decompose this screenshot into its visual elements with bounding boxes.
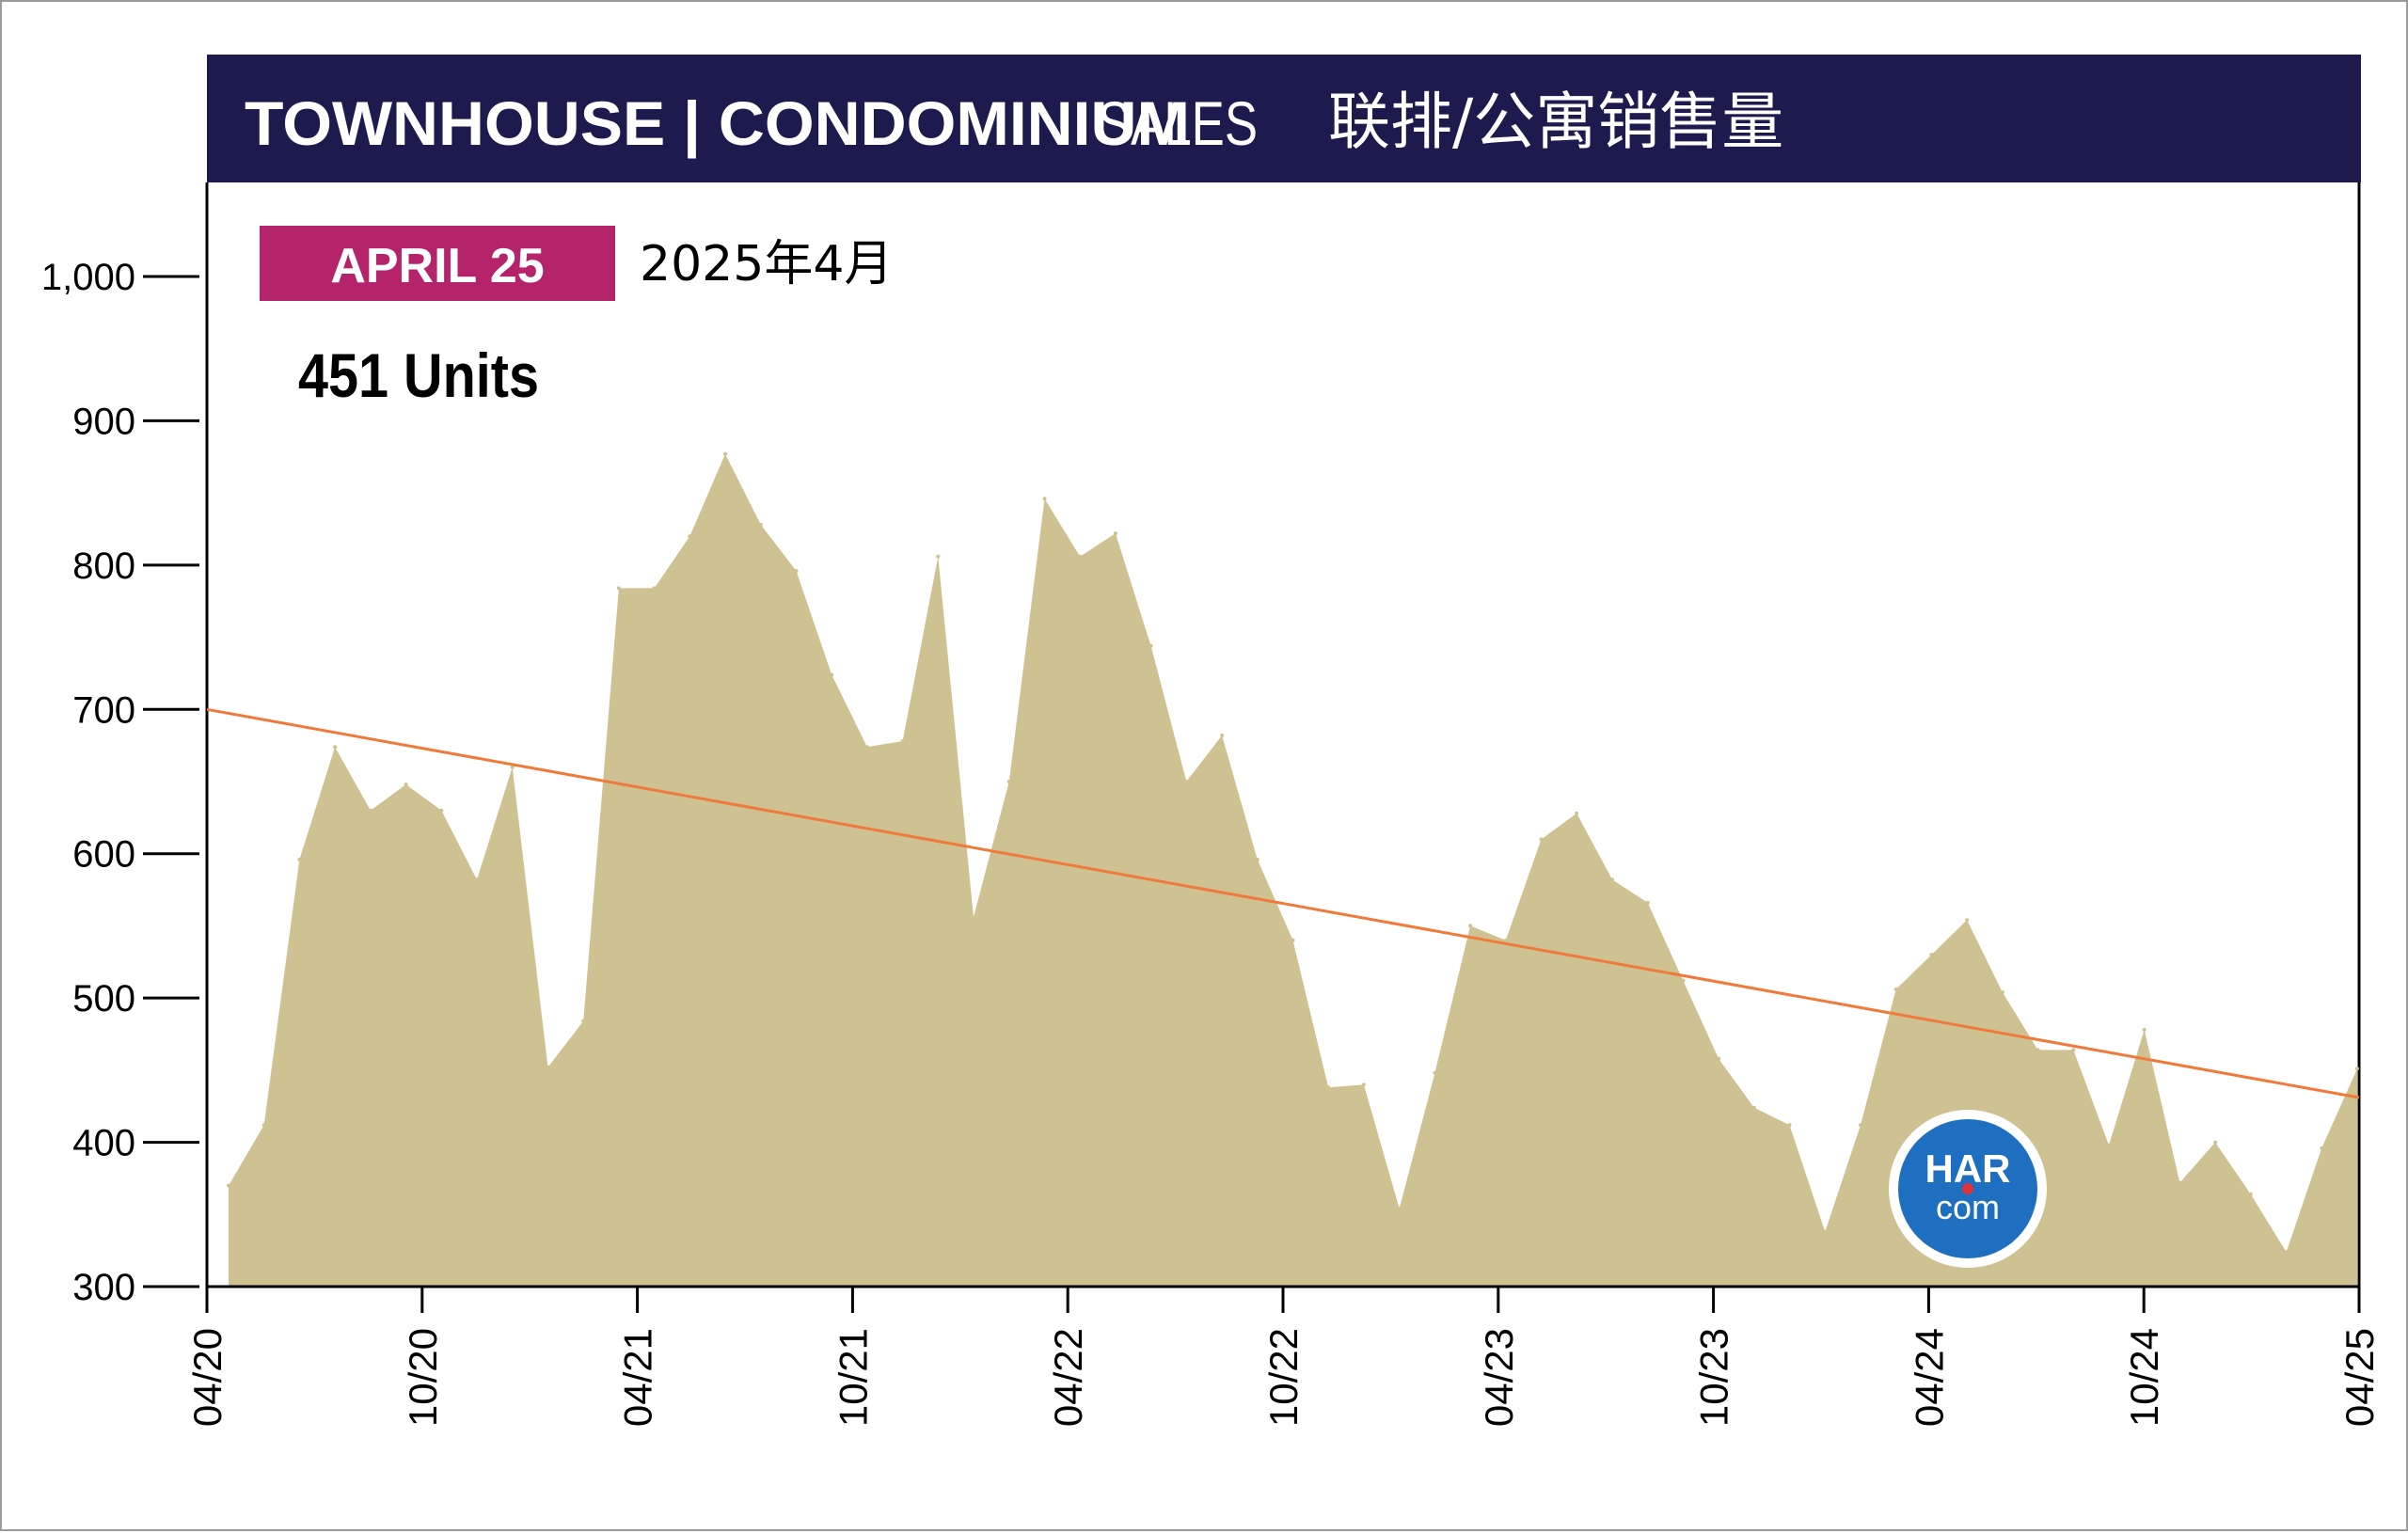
data-point [1042,497,1047,501]
data-point [864,745,869,750]
header-title-light: SALES [1098,88,1258,158]
y-tick-label: 600 [72,834,135,876]
data-point [2000,990,2004,994]
data-point [2213,1140,2218,1145]
data-point [1291,938,1295,942]
data-point [1006,780,1011,783]
data-point [2355,1067,2359,1071]
y-axis: 300 400 500 600 700 800 900 1,000 [41,257,199,1308]
x-tick-label: 04/21 [616,1328,660,1427]
data-point [475,877,479,882]
data-point [936,554,941,559]
data-point [2178,1180,2182,1185]
data-point [2142,1027,2147,1032]
har-logo-subtext: com [1936,1188,2000,1226]
data-point [1149,643,1153,648]
data-point [1397,1207,1402,1211]
x-tick-label: 04/24 [1907,1328,1951,1427]
data-point [1468,924,1473,928]
data-point [1929,953,1934,957]
data-point [1965,918,1970,923]
data-point [1787,1123,1792,1128]
data-point [404,782,408,787]
data-point [1503,938,1508,942]
data-point [1859,1123,1862,1128]
data-point [900,739,905,743]
trend-layer [206,707,2360,1099]
y-tick-label: 900 [72,401,135,442]
data-point [2284,1250,2289,1255]
data-point [1433,1070,1437,1075]
date-badge-label: APRIL 25 [330,239,544,293]
trend-line [206,707,2360,1099]
data-point [2107,1143,2111,1147]
x-tick-label: 10/22 [1261,1328,1306,1427]
data-point [1681,978,1686,983]
data-point [758,522,763,527]
y-tick-label: 800 [72,545,135,587]
y-tick-label: 1,000 [41,257,135,298]
data-point [1184,780,1189,783]
data-point [297,857,302,861]
data-point [1893,987,1898,991]
data-point [794,569,799,573]
data-point [2071,1048,2076,1052]
data-point [723,451,727,456]
x-tick-label: 10/24 [2122,1328,2166,1427]
x-tick-label: 10/20 [401,1328,445,1427]
data-point [1113,531,1117,536]
data-point [368,808,372,813]
data-point [1823,1229,1828,1234]
header-band [207,55,2361,182]
data-point [2248,1192,2253,1196]
data-point [1717,1056,1721,1061]
data-point [652,586,657,591]
x-tick-label: 04/22 [1046,1328,1090,1427]
date-badge [260,226,615,301]
x-tick-label: 04/20 [185,1328,230,1427]
x-tick-label: 10/21 [831,1328,875,1427]
x-axis: 04/20 10/20 04/21 10/21 04/22 10/22 04/23 10/23… [185,1287,2382,1427]
data-point [2036,1048,2040,1052]
data-point [1610,877,1614,882]
data-point [1645,900,1650,905]
har-logo: HAR com [1889,1110,2047,1268]
data-point [1361,1083,1366,1087]
area-layer [227,451,2359,1287]
y-tick-label: 700 [72,689,135,731]
data-point [1575,811,1579,815]
data-point [688,534,692,539]
y-tick-label: 500 [72,978,135,1019]
har-logo-dot [1962,1183,1973,1194]
data-point [439,808,444,813]
data-point [2320,1146,2324,1150]
header-title-bold: TOWNHOUSE | CONDOMINIUM [245,88,1190,160]
x-tick-label: 10/23 [1692,1328,1736,1427]
data-point [1539,837,1544,842]
x-tick-label: 04/25 [2337,1328,2382,1427]
data-point [1220,733,1225,737]
y-tick-label: 300 [72,1267,135,1308]
data-point [1326,1085,1331,1090]
data-point [1078,554,1083,559]
data-point [616,586,621,591]
date-cn-label: 2025年4月 [640,236,893,292]
units-summary: 451 Units [298,340,539,410]
x-tick-label: 04/23 [1477,1328,1521,1427]
header-title-cn: 联排/公寓销售量 [1328,86,1783,158]
y-tick-label: 400 [72,1123,135,1164]
data-point [1751,1105,1756,1110]
data-point [510,765,515,769]
sales-area [229,453,2357,1287]
data-point [581,1019,586,1023]
data-point [227,1183,230,1188]
data-point [972,915,975,920]
data-point [830,672,834,677]
data-point [333,745,338,750]
data-point [1255,857,1259,861]
data-point [546,1065,550,1069]
data-point [261,1123,266,1128]
